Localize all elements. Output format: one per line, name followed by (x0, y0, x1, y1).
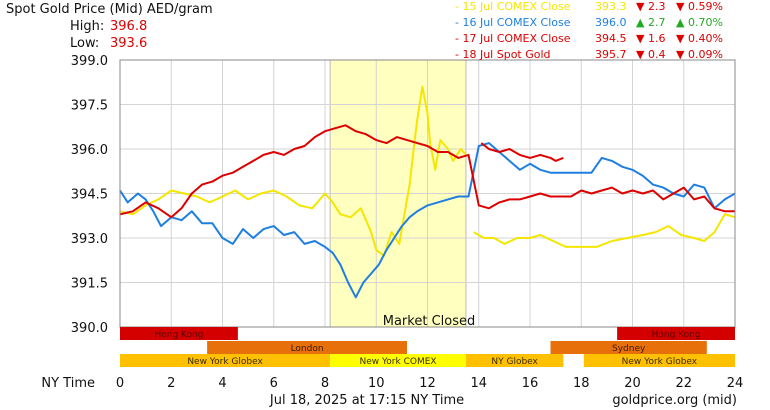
session-label: New York Globex (622, 357, 698, 367)
low-label: Low: (70, 36, 99, 51)
legend-label: - 17 Jul COMEX Close (455, 32, 571, 45)
series-line (119, 124, 735, 219)
session-label: New York Globex (187, 357, 263, 367)
session-bar (207, 341, 407, 354)
y-tick-label: 390.0 (71, 321, 108, 336)
session-label: Sydney (612, 344, 646, 354)
legend-price: 393.3 (595, 0, 627, 13)
session-label: Hong Kong (154, 330, 203, 340)
y-axis-ticks: 390.0 391.5 393.0 394.5 396.0 397.5 399.0 (71, 54, 108, 336)
session-bar (465, 354, 564, 367)
x-tick-label: 14 (470, 376, 487, 391)
x-tick-label: 16 (522, 376, 539, 391)
legend-change: ▼ 2.3 (636, 0, 665, 13)
x-tick-label: 4 (218, 376, 226, 391)
session-bar (550, 341, 707, 354)
legend-label: - 16 Jul COMEX Close (455, 16, 571, 29)
y-tick-label: 396.0 (71, 143, 108, 158)
trading-sessions: Hong Kong Hong Kong London Sydney New York G… (120, 327, 735, 367)
low-value: 393.6 (110, 36, 147, 51)
series-line (119, 85, 467, 257)
session-label: London (291, 344, 324, 354)
x-axis-title: NY Time (41, 376, 95, 391)
y-tick-label: 394.5 (71, 188, 108, 203)
session-label: NY Globex (491, 357, 538, 367)
y-tick-label: 397.5 (71, 99, 108, 114)
x-tick-label: 8 (321, 376, 329, 391)
x-tick-label: 18 (573, 376, 590, 391)
legend-price: 394.5 (595, 32, 627, 45)
legend-change: ▼ 0.4 (636, 48, 665, 61)
legend-percent: ▼ 0.59% (676, 0, 723, 13)
series-line (119, 142, 736, 299)
x-tick-label: 12 (419, 376, 436, 391)
y-tick-label: 391.5 (71, 277, 108, 292)
source-text: goldprice.org (mid) (612, 393, 737, 408)
x-tick-label: 24 (727, 376, 744, 391)
session-bar (330, 354, 466, 367)
session-label: New York COMEX (360, 357, 437, 367)
x-tick-label: 2 (167, 376, 175, 391)
session-bar (120, 354, 331, 367)
session-bar (120, 327, 238, 340)
legend-label: - 15 Jul COMEX Close (455, 0, 571, 13)
legend-change: ▲ 2.7 (636, 16, 665, 29)
timestamp-text: Jul 18, 2025 at 17:15 NY Time (269, 393, 464, 408)
legend-price: 395.7 (595, 48, 627, 61)
session-bar (583, 354, 735, 367)
y-tick-label: 399.0 (71, 54, 108, 69)
legend-price: 396.0 (595, 16, 627, 29)
high-label: High: (70, 19, 104, 34)
x-tick-label: 22 (675, 376, 692, 391)
legend-label: - 18 Jul Spot Gold (455, 48, 551, 61)
session-bar (617, 327, 735, 340)
plot-frame (119, 59, 736, 328)
legend-percent: ▼ 0.40% (676, 32, 723, 45)
legend-change: ▼ 1.6 (636, 32, 665, 45)
legend: - 15 Jul COMEX Close 393.3 ▼ 2.3 ▼ 0.59% - 1… (455, 0, 723, 61)
x-tick-label: 0 (116, 376, 124, 391)
market-closed-label: Market Closed (383, 314, 476, 329)
chart-title: Spot Gold Price (Mid) AED/gram (6, 2, 213, 17)
high-value: 396.8 (110, 19, 147, 34)
x-axis-ticks: 0 2 4 6 8 10 12 14 16 18 20 22 24 (116, 376, 743, 391)
y-tick-label: 393.0 (71, 232, 108, 247)
legend-percent: ▼ 0.09% (676, 48, 723, 61)
x-tick-label: 10 (368, 376, 385, 391)
series-line (473, 213, 736, 248)
x-tick-label: 20 (624, 376, 641, 391)
x-tick-label: 6 (270, 376, 278, 391)
price-series (119, 85, 736, 299)
legend-percent: ▲ 0.70% (676, 16, 723, 29)
session-label: Hong Kong (652, 330, 701, 340)
series-line (480, 142, 564, 162)
